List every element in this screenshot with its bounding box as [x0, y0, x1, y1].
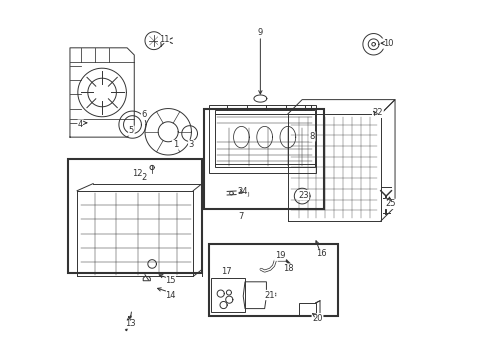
Text: 21: 21	[264, 291, 274, 300]
Bar	[204, 109, 323, 208]
Text: 10: 10	[383, 39, 393, 48]
Text: 17: 17	[221, 267, 232, 276]
Text: 19: 19	[275, 251, 285, 260]
Text: 24: 24	[237, 187, 248, 196]
Text: 14: 14	[165, 291, 175, 300]
Text: 15: 15	[165, 276, 175, 285]
Text: 16: 16	[317, 249, 327, 258]
Text: 5: 5	[129, 126, 134, 135]
Bar	[298, 303, 316, 316]
Bar	[209, 244, 338, 316]
Text: 1: 1	[172, 140, 178, 149]
Text: 9: 9	[257, 28, 263, 37]
Text: 8: 8	[310, 132, 315, 141]
Bar	[68, 158, 202, 273]
Bar	[209, 105, 317, 173]
Text: 13: 13	[124, 319, 135, 328]
Text: 7: 7	[239, 212, 244, 221]
Bar	[211, 278, 245, 312]
Text: 20: 20	[312, 314, 323, 323]
Text: 6: 6	[142, 111, 147, 120]
Text: 22: 22	[372, 108, 383, 117]
Text: 4: 4	[78, 120, 83, 129]
Text: 2: 2	[142, 173, 147, 182]
Text: 12: 12	[132, 169, 143, 178]
Text: 18: 18	[283, 264, 294, 273]
Text: 3: 3	[189, 140, 194, 149]
Text: 23: 23	[298, 190, 309, 199]
Text: 25: 25	[386, 199, 396, 208]
Text: 11: 11	[159, 36, 169, 45]
